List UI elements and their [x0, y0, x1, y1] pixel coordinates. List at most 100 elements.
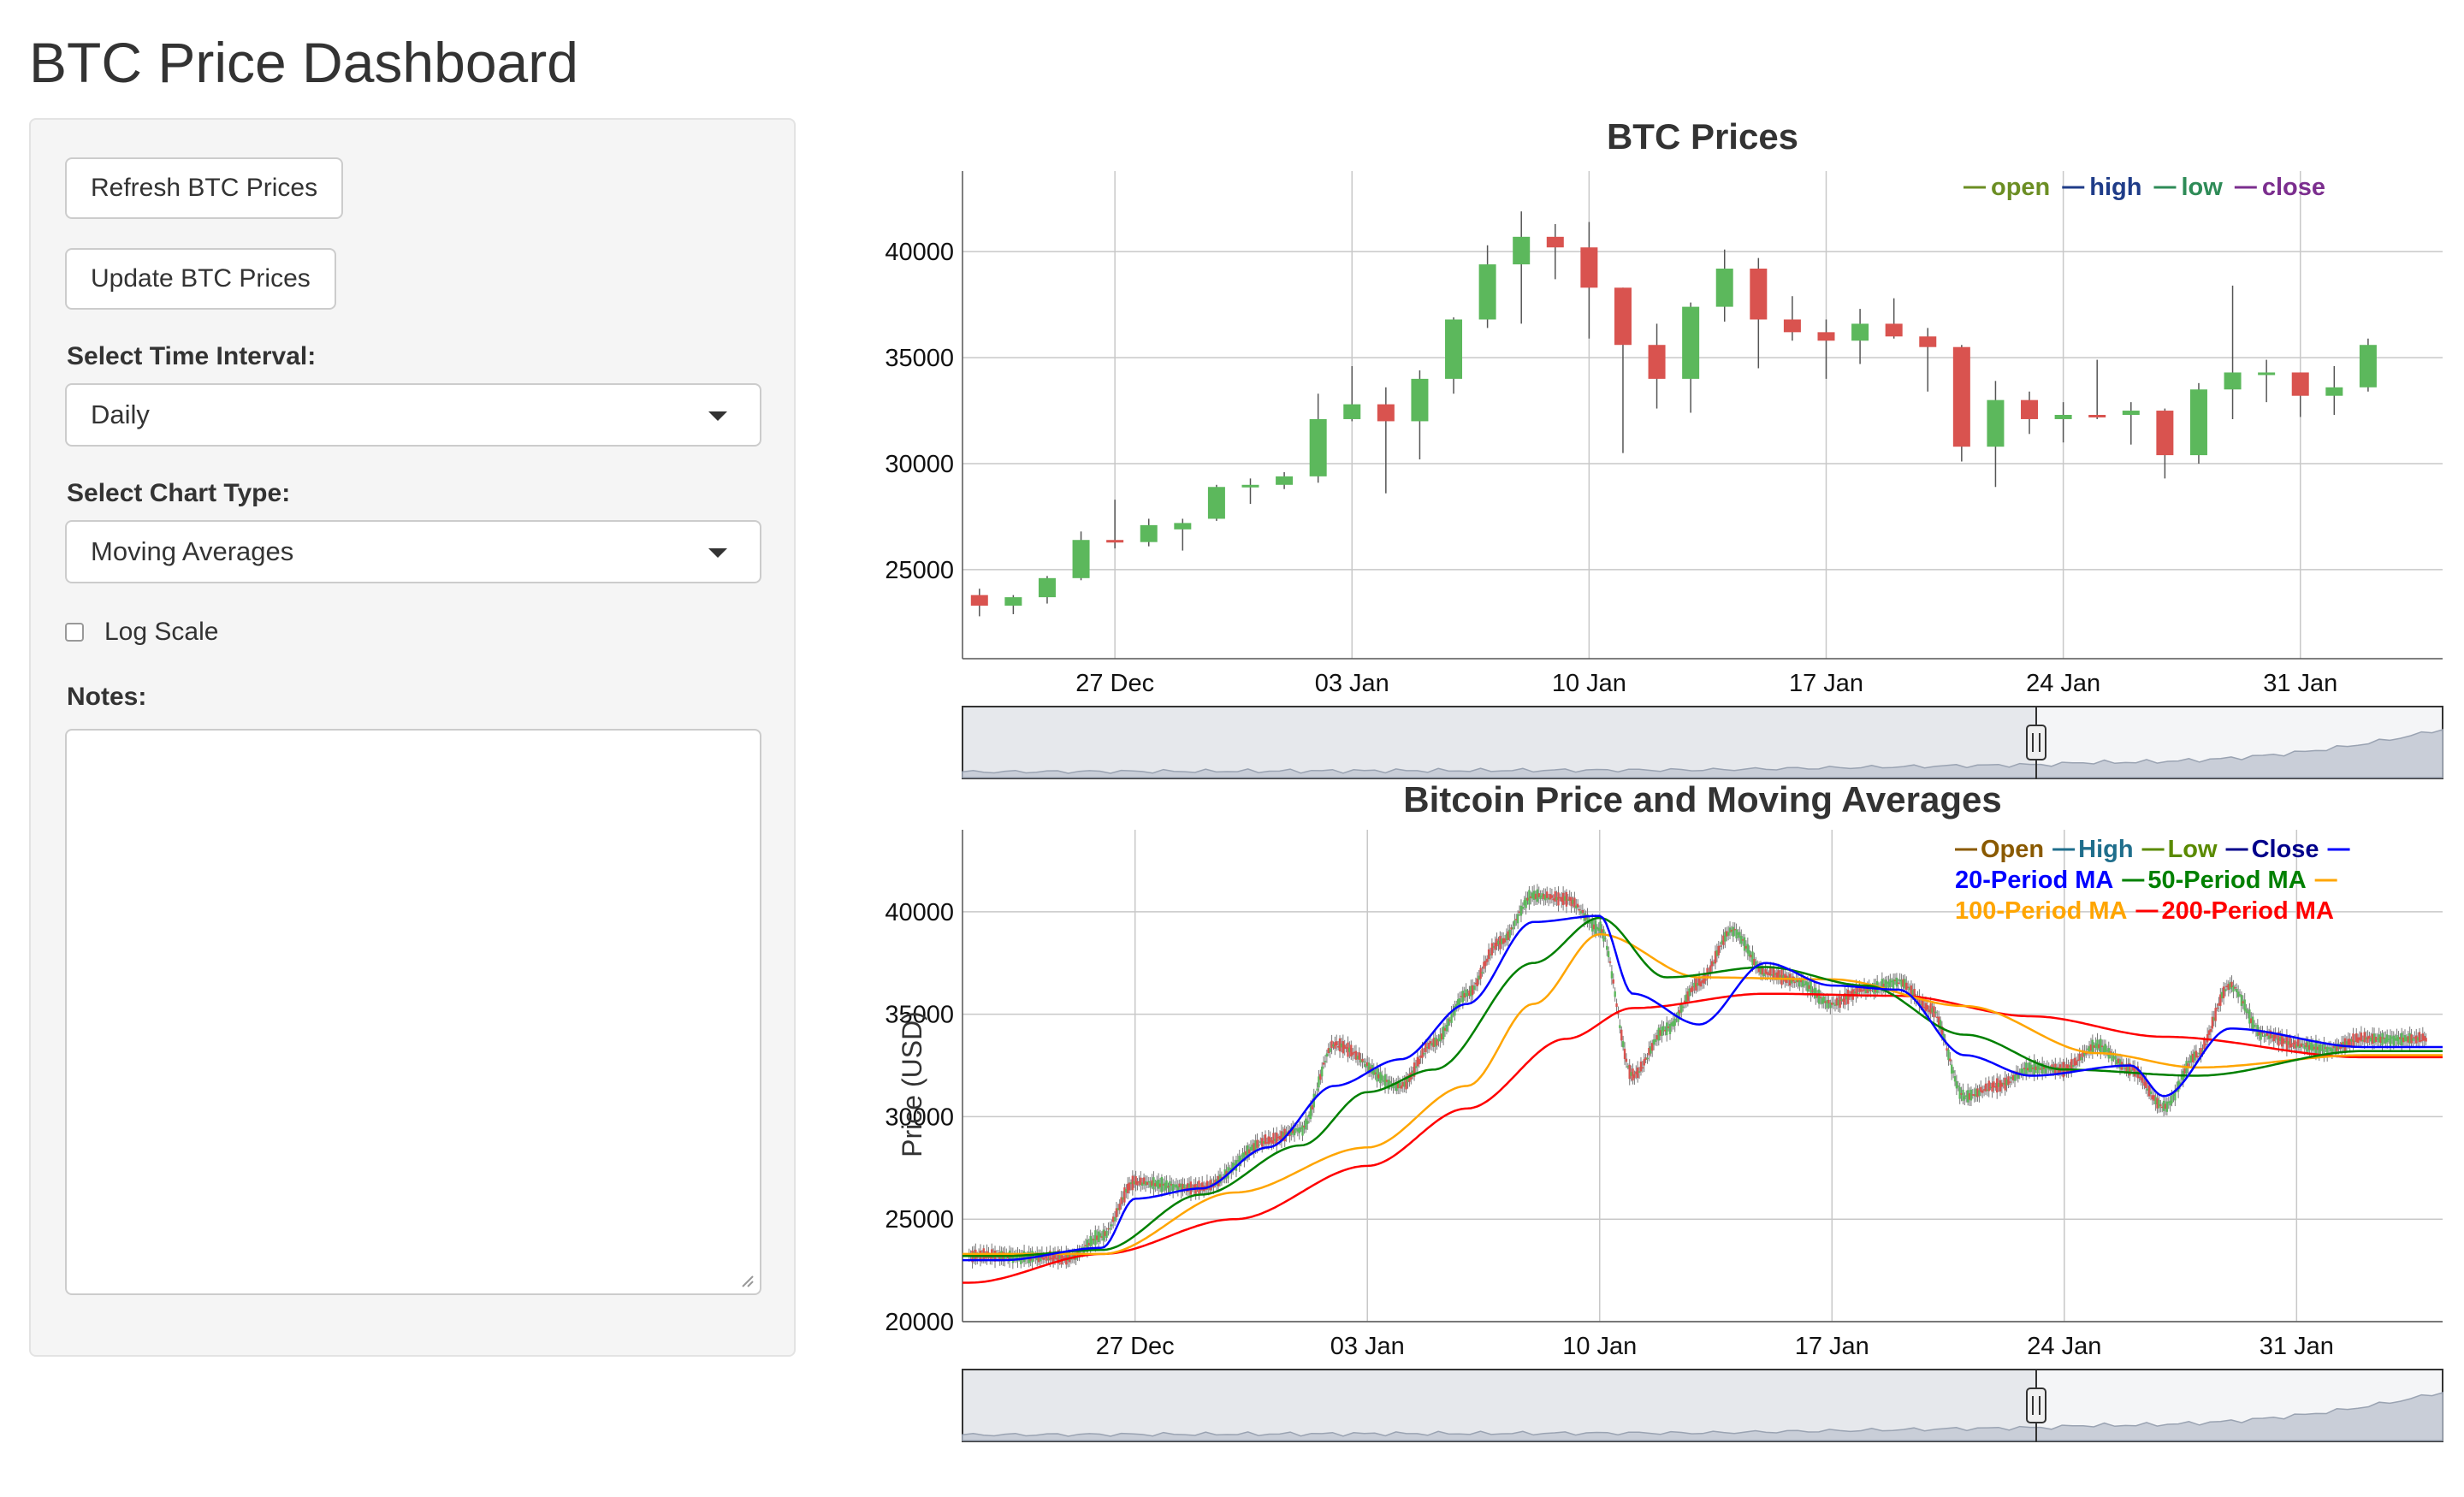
price-candle-body [1606, 945, 1608, 950]
price-candle-body [2274, 1033, 2277, 1038]
price-candle-body [2065, 1064, 2068, 1073]
price-candle-body [1470, 985, 1472, 997]
price-candle [1109, 1222, 1111, 1234]
y-tick-label: 30000 [885, 1104, 954, 1131]
range-handle-icon[interactable] [2026, 1388, 2046, 1423]
range-slider[interactable] [962, 706, 2443, 779]
price-candle-body [1363, 1061, 1365, 1063]
price-candle [1573, 891, 1576, 913]
price-candle-body [1120, 1197, 1122, 1204]
chart-type-select[interactable]: Moving Averages [65, 520, 761, 583]
price-candle-body [1939, 1020, 1942, 1030]
price-candle [2000, 1080, 2004, 1094]
price-candle-body [1971, 1094, 1975, 1096]
btc-moving-average-chart[interactable]: Bitcoin Price and Moving Averages2000025… [821, 774, 2447, 1450]
price-candle-body [1374, 1072, 1377, 1074]
price-candle [1612, 973, 1614, 989]
price-candle [1570, 891, 1573, 914]
price-candle-body [1160, 1176, 1164, 1192]
x-tick-label: 24 Jan [2026, 670, 2100, 697]
notes-textarea[interactable] [65, 729, 761, 1295]
price-candle-body [1091, 1238, 1093, 1245]
price-candle [1476, 972, 1479, 991]
price-candle [1180, 1179, 1182, 1199]
price-candle-body [1709, 965, 1712, 974]
price-candle [1986, 1083, 1989, 1097]
price-candle [1951, 1059, 1953, 1080]
price-candle [1218, 1168, 1222, 1187]
price-candle [1093, 1234, 1095, 1245]
log-scale-checkbox[interactable] [65, 623, 84, 642]
price-candle-body [1096, 1235, 1099, 1240]
price-candle-body [1743, 937, 1746, 951]
price-candle-body [2069, 1065, 2071, 1068]
log-scale-toggle[interactable]: Log Scale [65, 618, 218, 647]
price-candle-body [1037, 1252, 1040, 1263]
x-tick-label: 17 Jan [1789, 670, 1863, 697]
price-candle-body [1392, 1083, 1395, 1089]
price-candle [2336, 1038, 2338, 1058]
update-prices-button[interactable]: Update BTC Prices [65, 248, 336, 310]
price-candle-body [1817, 989, 1821, 1004]
price-candle [2221, 987, 2224, 1003]
price-candle-body [2209, 1029, 2212, 1033]
price-candle-body [1737, 932, 1739, 935]
price-candle [1518, 905, 1521, 916]
price-candle-body [2162, 1100, 2165, 1111]
price-candle-body [1133, 1180, 1135, 1184]
price-candle [2276, 1033, 2278, 1045]
price-candle-body [2318, 1044, 2320, 1055]
price-candle [1987, 1076, 1990, 1098]
price-candle [1345, 1043, 1348, 1053]
candle-body [2021, 399, 2039, 419]
price-candle [2415, 1028, 2418, 1047]
candle-body [2224, 372, 2242, 390]
price-candle-body [2203, 1039, 2206, 1050]
price-candle [1351, 1048, 1354, 1062]
price-candle-body [1443, 1027, 1447, 1031]
price-candle-body [1414, 1066, 1418, 1068]
interval-select[interactable]: Daily [65, 383, 761, 447]
price-candle [1546, 886, 1549, 903]
price-candle-body [2131, 1066, 2135, 1071]
price-candle-body [2347, 1038, 2349, 1046]
price-candle [1621, 1035, 1625, 1051]
price-candle-body [1405, 1076, 1407, 1090]
price-candle [2076, 1053, 2080, 1067]
price-candle-body [1662, 1026, 1665, 1032]
price-candle-body [1839, 997, 1841, 1009]
price-candle-body [1193, 1184, 1195, 1190]
range-handle-icon[interactable] [2026, 725, 2046, 760]
price-candle [2402, 1031, 2405, 1046]
price-candle-body [2149, 1091, 2153, 1094]
refresh-prices-button[interactable]: Refresh BTC Prices [65, 157, 344, 219]
price-candle-body [2376, 1038, 2379, 1040]
price-candle-body [1596, 926, 1599, 930]
price-candle-body [1537, 893, 1540, 897]
price-candle-body [2336, 1044, 2338, 1051]
price-candle-body [2080, 1056, 2082, 1061]
price-candle [1648, 1041, 1650, 1062]
price-candle-body [2345, 1041, 2348, 1045]
price-candle-body [2191, 1053, 2194, 1062]
price-candle-body [1759, 967, 1762, 974]
price-candle-body [2245, 1009, 2248, 1013]
price-candle-body [1764, 969, 1767, 974]
range-slider[interactable] [962, 1369, 2443, 1442]
price-candle-body [1062, 1255, 1064, 1259]
price-candle-body [2227, 984, 2230, 991]
price-candle [1296, 1123, 1300, 1137]
price-candle [1298, 1121, 1300, 1140]
price-candle-body [1343, 1044, 1346, 1050]
interval-select-value: Daily [91, 399, 150, 429]
candle-body [1513, 236, 1531, 265]
candle [1445, 317, 1463, 394]
resize-grip-icon[interactable] [739, 1273, 755, 1288]
price-candle [1097, 1225, 1100, 1248]
price-candle-body [1113, 1217, 1116, 1222]
price-candle-body [1175, 1184, 1178, 1188]
price-candle-body [2011, 1077, 2013, 1080]
price-candle-body [1387, 1080, 1389, 1090]
price-candle [1395, 1078, 1398, 1095]
